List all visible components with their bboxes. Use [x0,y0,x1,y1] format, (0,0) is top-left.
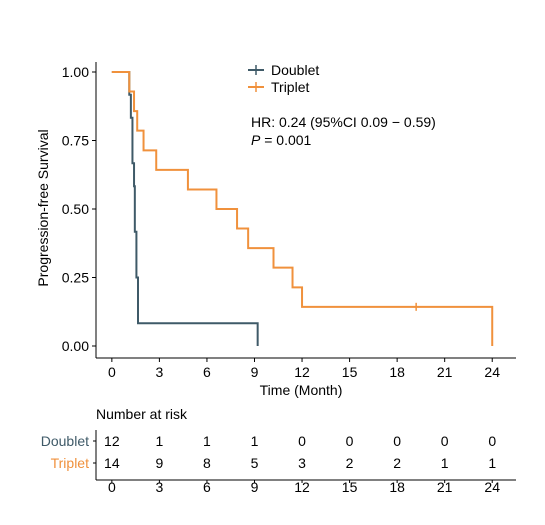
risk-row-label-doublet: Doublet [41,433,89,449]
x-tick-label: 0 [108,364,116,380]
legend-label-triplet: Triplet [271,79,309,95]
x-axis-label: Time (Month) [260,382,343,398]
risk-row-label-triplet: Triplet [51,455,89,471]
y-tick-label: 1.00 [62,64,89,80]
risk-count-doublet: 1 [155,433,163,449]
risk-count-doublet: 0 [393,433,401,449]
p-value-text: P = 0.001 [251,132,312,148]
risk-table-title: Number at risk [96,406,188,422]
km-curve-triplet [111,71,494,346]
risk-x-tick-label: 12 [294,479,310,495]
risk-count-doublet: 0 [488,433,496,449]
legend-label-doublet: Doublet [271,62,319,78]
risk-count-triplet: 2 [346,455,354,471]
risk-count-triplet: 2 [393,455,401,471]
risk-count-doublet: 12 [104,433,120,449]
km-curve-doublet [111,71,259,346]
risk-count-triplet: 3 [298,455,306,471]
legend-item-doublet: Doublet [248,62,319,78]
y-tick-label: 0.25 [62,270,89,286]
y-tick-label: 0.75 [62,133,89,149]
risk-x-tick-label: 24 [484,479,500,495]
risk-count-doublet: 0 [441,433,449,449]
x-tick-label: 6 [203,364,211,380]
risk-x-tick-label: 9 [251,479,259,495]
x-tick-label: 15 [342,364,358,380]
risk-x-tick-label: 18 [389,479,405,495]
risk-x-tick-label: 3 [155,479,163,495]
x-tick-label: 9 [251,364,259,380]
x-tick-label: 3 [155,364,163,380]
hazard-ratio-text: HR: 0.24 (95%CI 0.09 − 0.59) [251,114,436,130]
risk-count-doublet: 1 [251,433,259,449]
risk-count-triplet: 5 [251,455,259,471]
risk-x-tick-label: 6 [203,479,211,495]
risk-table: 12 1 1 1 0 0 0 0 014 9 8 5 3 2 2 1 10 3 6 9 12 15 18 21 24 [93,430,516,495]
x-tick-label: 18 [389,364,405,380]
legend-item-triplet: Triplet [248,79,309,95]
p-value-label: P [251,132,261,148]
risk-count-triplet: 8 [203,455,211,471]
risk-count-triplet: 14 [104,455,120,471]
risk-x-tick-label: 21 [437,479,453,495]
risk-count-triplet: 1 [441,455,449,471]
x-tick-label: 21 [437,364,453,380]
x-tick-label: 24 [484,364,500,380]
y-axis-label: Progression-free Survival [35,129,51,286]
x-tick-label: 12 [294,364,310,380]
risk-x-tick-label: 0 [108,479,116,495]
y-tick-label: 0.00 [62,338,89,354]
risk-count-doublet: 0 [298,433,306,449]
risk-count-triplet: 9 [155,455,163,471]
plot-area: 0.00 0.25 0.50 0.75 1.00 0 3 6 9 12 15 18 21 24 [62,62,516,380]
y-tick-label: 0.50 [62,201,89,217]
legend: Doublet Triplet [248,62,319,95]
risk-count-triplet: 1 [488,455,496,471]
risk-count-doublet: 1 [203,433,211,449]
risk-count-doublet: 0 [346,433,354,449]
p-value-number: = 0.001 [260,132,311,148]
risk-x-tick-label: 15 [342,479,358,495]
